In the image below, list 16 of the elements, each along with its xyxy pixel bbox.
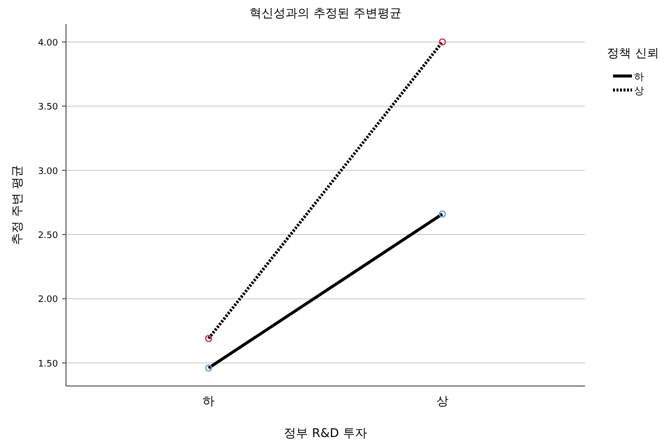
legend-label: 하	[634, 72, 644, 83]
y-tick-label: 3.50	[38, 102, 58, 113]
legend-label: 상	[634, 86, 644, 97]
point	[204, 334, 212, 342]
legend-title: 정책 신뢰	[607, 46, 659, 60]
chart-title: 혁신성과의 추정된 주변평균	[250, 6, 402, 20]
y-tick-label: 2.50	[38, 231, 58, 242]
y-tick-label: 4.00	[38, 38, 58, 48]
y-tick-label: 1.50	[38, 359, 58, 370]
x-axis-title: 정부 R&D 투자	[284, 426, 367, 440]
point	[204, 364, 212, 372]
y-tick-label: 3.00	[38, 166, 58, 177]
y-axis-title: 추정 주변 평균	[10, 165, 24, 245]
point	[438, 210, 446, 218]
y-tick-label: 2.00	[38, 295, 58, 306]
point	[438, 38, 446, 46]
